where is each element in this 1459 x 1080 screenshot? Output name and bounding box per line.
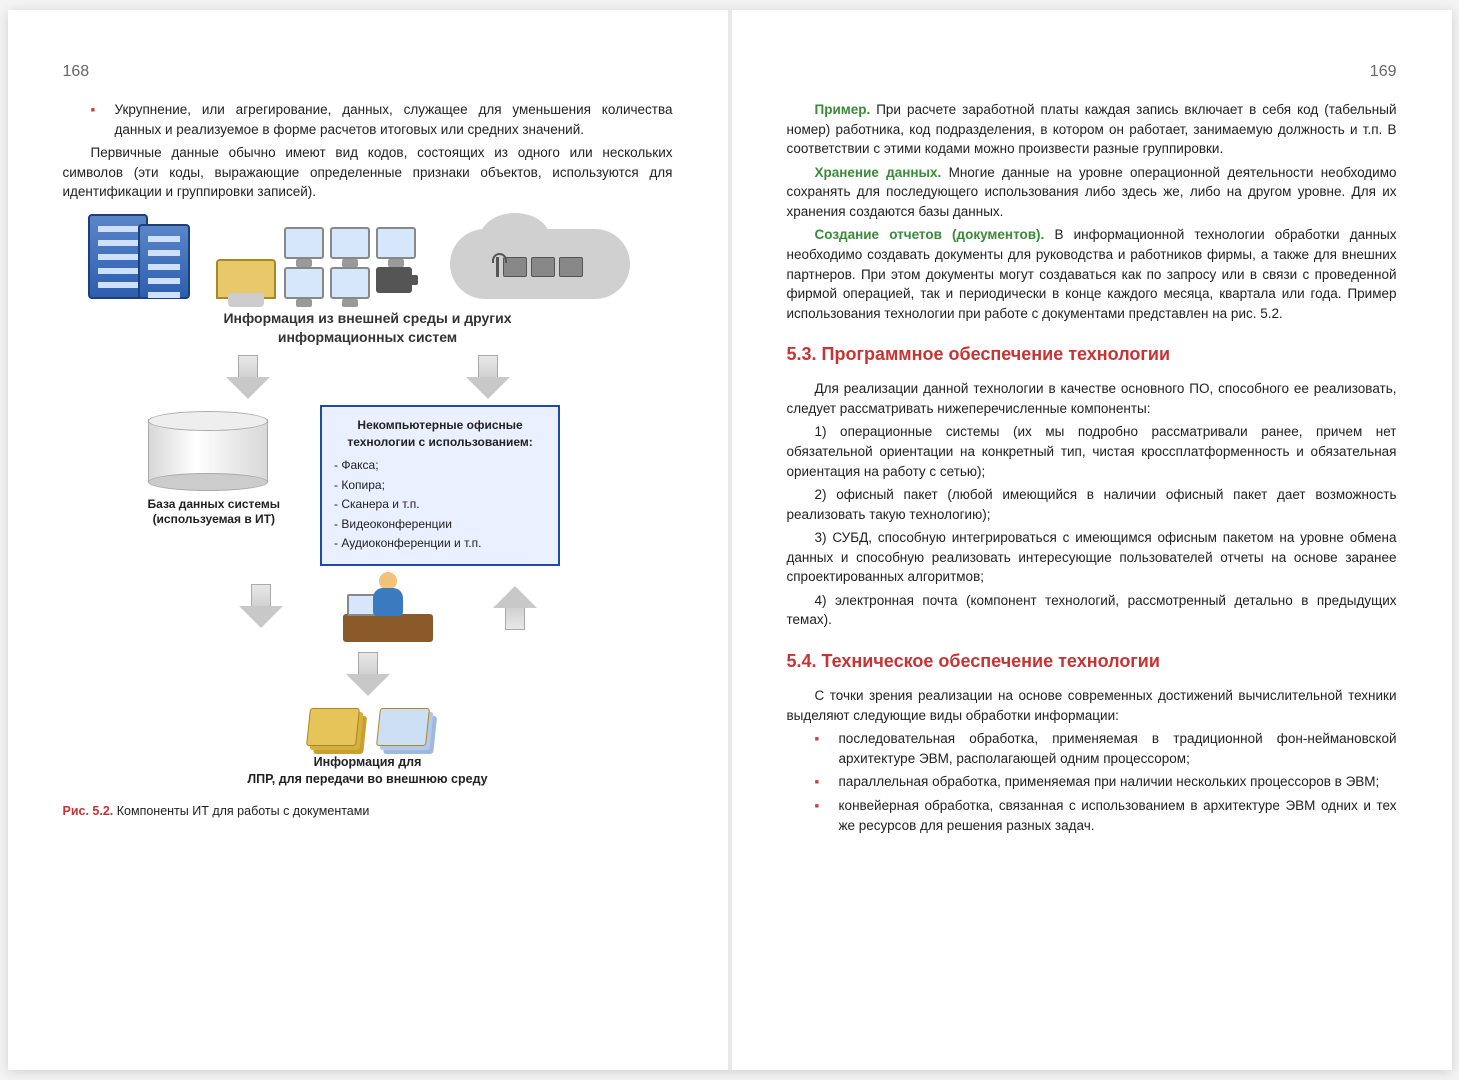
s54-bullet-2: ▪ параллельная обработка, применяемая пр… [815,772,1397,792]
heading-5-4: 5.4. Техническое обеспечение технологии [787,648,1397,674]
camera-icon [376,267,412,293]
bullet-aggregation-text: Укрупнение, или агрегирование, данных, с… [115,100,673,139]
figure-caption-label: Рис. 5.2. [63,804,117,818]
pc-icon [284,227,324,259]
database-icon [148,411,268,491]
fax-icon [531,257,555,277]
output-l1: Информация для [88,754,648,771]
server2-icon [138,224,190,299]
example-text: При расчете заработной платы каждая запи… [787,102,1397,156]
output-label: Информация для ЛПР, для передачи во внеш… [88,754,648,788]
para-reports: Создание отчетов (документов). В информа… [787,225,1397,323]
folder-icon [306,708,360,746]
pc-icon [376,227,416,259]
tech-box: Некомпьютерные офисные технологии с испо… [320,405,560,567]
left-content: ▪ Укрупнение, или агрегирование, данных,… [63,100,673,820]
bullet-marker-icon: ▪ [91,100,101,139]
label-storage: Хранение данных. [815,165,949,180]
s54-bullet-1: ▪ последовательная обработка, применяема… [815,729,1397,768]
diagram-worker-row [88,566,648,648]
label-reports: Создание отчетов (документов). [815,227,1055,242]
s54-b3-text: конвейерная обработка, связанная с испол… [839,796,1397,835]
worker-icon [343,572,433,642]
page-left: 168 ▪ Укрупнение, или агрегирование, дан… [8,10,728,1070]
bullet-marker-icon: ▪ [815,772,825,792]
bullet-aggregation: ▪ Укрупнение, или агрегирование, данных,… [91,100,673,139]
diagram-output: Информация для ЛПР, для передачи во внеш… [88,708,648,788]
techbox-heading: Некомпьютерные офисные технологии с испо… [334,417,546,452]
ext-env-line1: Информация из внешней среды и других [88,309,648,328]
printer-icon [216,259,276,299]
figure-caption-text: Компоненты ИТ для работы с документами [117,804,370,818]
arrow-down-icon [466,355,510,401]
device-icon [559,257,583,277]
page-number-168: 168 [63,60,90,83]
diagram-top-row [88,214,648,299]
pc-icon [284,267,324,299]
antenna-icon [496,257,499,277]
person-icon [373,572,403,614]
arrow-up-icon [493,584,537,630]
tech-copier: - Копира; [334,477,546,494]
para-primary-data: Первичные данные обычно имеют вид кодов,… [63,143,673,202]
external-env-label: Информация из внешней среды и других инф… [88,309,648,347]
db-block: База данных системы (используемая в ИТ) [148,405,281,528]
desk-icon [343,614,433,642]
s53-item-3: 3) СУБД, способную интегрироваться с име… [787,528,1397,587]
db-label-l2: (используемая в ИТ) [148,512,281,528]
tech-audioconf: - Аудиоконференции и т.п. [334,535,546,552]
heading-5-3: 5.3. Программное обеспечение технологии [787,341,1397,367]
label-example: Пример. [815,102,877,117]
tech-fax: - Факса; [334,457,546,474]
bullet-marker-icon: ▪ [815,796,825,835]
s53-item-1: 1) операционные системы (их мы подробно … [787,422,1397,481]
pc-icon [330,267,370,299]
tech-scanner: - Сканера и т.п. [334,496,546,513]
bullet-marker-icon: ▪ [815,729,825,768]
book-spread: 168 ▪ Укрупнение, или агрегирование, дан… [8,10,1452,1070]
figure-caption: Рис. 5.2. Компоненты ИТ для работы с док… [63,802,673,820]
s54-bullet-3: ▪ конвейерная обработка, связанная с исп… [815,796,1397,835]
arrow-down-icon [346,652,390,698]
output-l2: ЛПР, для передачи во внешнюю среду [88,771,648,788]
arrow-down-icon [226,355,270,401]
page-right: 169 Пример. При расчете заработной платы… [732,10,1452,1070]
s54-b1-text: последовательная обработка, применяемая … [839,729,1397,768]
diagram-middle-row: База данных системы (используемая в ИТ) … [88,405,648,567]
s53-item-2: 2) офисный пакет (любой имеющийся в нали… [787,485,1397,524]
tech-videoconf: - Видеоконференции [334,516,546,533]
right-content: Пример. При расчете заработной платы каж… [787,100,1397,835]
db-label: База данных системы (используемая в ИТ) [148,497,281,528]
arrow-down-icon [239,584,283,630]
s54-b2-text: параллельная обработка, применяемая при … [839,772,1380,792]
folder-stack-icon [376,708,430,746]
db-label-l1: База данных системы [148,497,281,513]
pc-row-2 [284,267,416,299]
pc-icon [330,227,370,259]
cloud-icon [450,219,630,299]
s53-intro: Для реализации данной технологии в качес… [787,379,1397,418]
figure-5-2-diagram: Информация из внешней среды и других инф… [88,214,648,788]
ext-env-line2: информационных систем [88,328,648,347]
para-example: Пример. При расчете заработной платы каж… [787,100,1397,159]
cloud-devices [450,219,630,277]
s54-intro: С точки зрения реализации на основе совр… [787,686,1397,725]
s53-item-4: 4) электронная почта (компонент технолог… [787,591,1397,630]
para-storage: Хранение данных. Многие данные на уровне… [787,163,1397,222]
page-number-169: 169 [1370,60,1397,83]
pc-row-1 [284,227,416,259]
folders-row [88,708,648,746]
arrows-row-1 [88,347,648,405]
